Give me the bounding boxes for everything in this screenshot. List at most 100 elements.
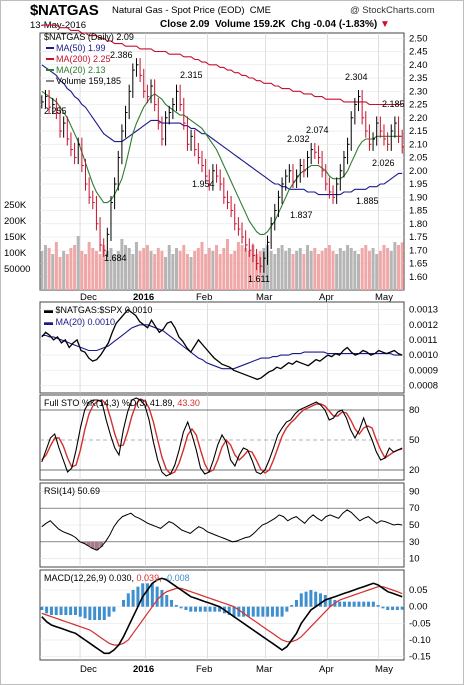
volume-tick-label: 250K xyxy=(4,200,27,211)
volume-bar xyxy=(338,248,342,290)
price-annotation: 2.026 xyxy=(372,158,395,168)
macd-histogram-bar xyxy=(294,600,298,607)
ratio-panel-series-1: ▬ MA(20) 0.0010 xyxy=(44,317,115,327)
macd-histogram-bar xyxy=(136,586,140,607)
volume-bar xyxy=(120,239,124,290)
volume-bar xyxy=(138,251,142,290)
volume-bar xyxy=(316,254,320,290)
volume-bar xyxy=(134,242,138,290)
macd-histogram-bar xyxy=(102,606,106,620)
price-x-label: May xyxy=(375,292,393,303)
volume-bar xyxy=(371,248,375,290)
price-panel-frame xyxy=(39,32,405,291)
volume-bar xyxy=(324,248,328,290)
price-x-label: Apr xyxy=(319,292,334,303)
macd-histogram-bar xyxy=(352,601,356,607)
symbol-description: Natural Gas - Spot Price (EOD) CME xyxy=(112,5,271,16)
volume-bar xyxy=(367,251,371,290)
volume-bar xyxy=(47,248,51,290)
price-y-tick-label: 2.45 xyxy=(409,47,428,58)
macd-histogram-bar xyxy=(314,591,318,607)
volume-bar xyxy=(164,257,168,290)
macd-histogram-bar xyxy=(160,590,164,607)
volume-bar xyxy=(346,245,350,290)
volume-bar xyxy=(229,254,233,290)
macd-histogram-bar xyxy=(208,606,212,612)
price-x-label: Dec xyxy=(80,292,97,303)
macd-histogram-bar xyxy=(155,586,159,607)
volume-bar xyxy=(196,248,200,290)
macd-histogram-bar xyxy=(73,606,77,615)
volume-bar xyxy=(145,245,149,290)
volume-bar xyxy=(225,239,229,290)
rsi-y-tick-label: 50 xyxy=(409,520,420,531)
volume-bar xyxy=(357,254,360,290)
macd-histogram-bar xyxy=(83,606,87,619)
price-y-tick-label: 2.00 xyxy=(409,166,428,177)
macd-y-tick-label: -0.15 xyxy=(409,652,431,663)
volume-bar xyxy=(153,254,157,290)
volume-bar xyxy=(142,248,146,290)
stoch-y-tick-label: 50 xyxy=(409,435,420,446)
volume-bar xyxy=(276,248,280,290)
ratio-panel-frame xyxy=(39,301,405,394)
macd-histogram-bar xyxy=(343,601,347,607)
ma200-line xyxy=(41,24,403,106)
macd-histogram-bar xyxy=(285,606,289,612)
macd-y-tick-label: 0.00 xyxy=(409,602,428,613)
macd-histogram-bar xyxy=(141,583,145,607)
price-annotation: 2.032 xyxy=(287,134,310,144)
macd-histogram-bar xyxy=(381,606,385,609)
symbol-title: $NATGAS xyxy=(30,2,99,19)
volume-bar xyxy=(389,251,393,290)
macd-histogram-bar xyxy=(112,606,116,612)
macd-histogram-bar xyxy=(170,600,174,607)
volume-bar xyxy=(218,254,222,290)
volume-bar xyxy=(284,251,288,290)
price-y-tick-label: 2.30 xyxy=(409,86,428,97)
macd-y-tick-label: -0.05 xyxy=(409,618,431,629)
macd-histogram-bar xyxy=(309,590,313,607)
volume-bar xyxy=(58,257,62,290)
macd-histogram-bar xyxy=(198,606,202,612)
volume-bar xyxy=(313,248,317,290)
volume-bar xyxy=(98,254,102,290)
volume-bar xyxy=(167,245,171,290)
macd-y-tick-label: -0.10 xyxy=(409,635,431,646)
volume-tick-label: 50000 xyxy=(4,264,30,275)
price-y-tick-label: 1.65 xyxy=(409,259,428,270)
volume-bar xyxy=(306,245,310,290)
volume-bar xyxy=(73,245,77,290)
macd-histogram-bar xyxy=(299,593,303,607)
macd-x-label: Mar xyxy=(256,664,272,675)
volume-bar xyxy=(178,251,182,290)
macd-histogram-bar xyxy=(328,598,332,607)
price-annotation: 2.185 xyxy=(382,99,405,109)
volume-bar xyxy=(207,248,211,290)
price-y-tick-label: 1.70 xyxy=(409,245,428,256)
volume-bar xyxy=(266,245,269,290)
volume-bar xyxy=(102,245,106,290)
macd-histogram-bar xyxy=(386,606,390,610)
macd-x-label: 2016 xyxy=(133,664,154,675)
stoch-d-line xyxy=(41,398,403,475)
volume-bar xyxy=(211,251,215,290)
macd-histogram-bar xyxy=(338,601,342,607)
macd-histogram-bar xyxy=(165,595,169,607)
ratio-y-tick-label: 0.0009 xyxy=(409,365,438,376)
volume-bar xyxy=(84,254,87,290)
stockcharts-logo[interactable]: @ StockCharts.com xyxy=(350,5,435,16)
price-x-label: Mar xyxy=(256,292,272,303)
rsi-oversold-fill xyxy=(94,541,99,551)
volume-bar xyxy=(62,251,66,290)
ratio-y-tick-label: 0.0011 xyxy=(409,335,437,346)
volume-bar xyxy=(215,245,219,290)
volume-bar xyxy=(233,251,237,290)
price-y-tick-label: 1.80 xyxy=(409,219,428,230)
volume-bar xyxy=(280,245,284,290)
macd-histogram-bar xyxy=(54,606,58,615)
price-annotation: 1.954 xyxy=(192,179,215,189)
ratio-y-tick-label: 0.0012 xyxy=(409,320,438,331)
volume-bar xyxy=(378,251,382,290)
volume-bar xyxy=(131,254,135,290)
